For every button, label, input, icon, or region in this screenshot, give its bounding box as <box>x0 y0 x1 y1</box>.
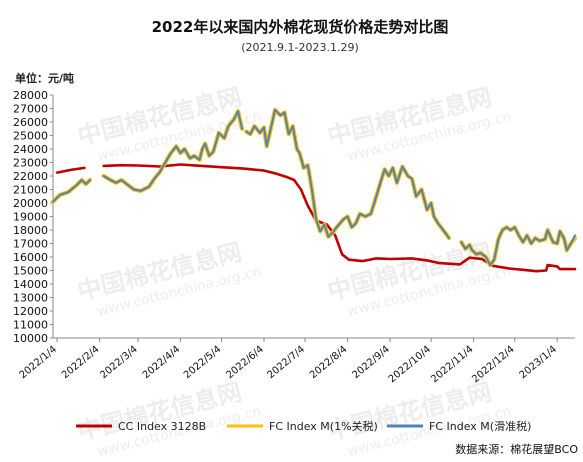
y-tick-label: 12000 <box>13 305 48 318</box>
unit-label: 单位：元/吨 <box>15 71 74 85</box>
y-tick-label: 19000 <box>13 211 48 224</box>
x-tick-label: 2022/8/4 <box>308 344 349 381</box>
x-tick-label: 2022/11/4 <box>429 344 475 385</box>
y-tick-label: 20000 <box>13 197 48 210</box>
x-tick-label: 2022/2/4 <box>60 344 101 381</box>
y-tick-label: 15000 <box>13 265 48 278</box>
legend-label-fc-index-sliding: FC Index M(滑准税) <box>429 419 531 433</box>
y-tick-label: 16000 <box>13 251 48 264</box>
y-tick-label: 10000 <box>13 332 48 345</box>
legend-label-cc-index: CC Index 3128B <box>118 420 206 433</box>
y-tick-label: 23000 <box>13 157 48 170</box>
x-tick-label: 2023/1/4 <box>518 344 559 381</box>
y-tick-label: 21000 <box>13 184 48 197</box>
x-tick-label: 2022/7/4 <box>266 344 307 381</box>
y-tick-label: 11000 <box>13 319 48 332</box>
x-tick-label: 2022/6/4 <box>224 344 265 381</box>
series-line-3-fc-index-m <box>52 108 576 267</box>
chart-title: 2022年以来国内外棉花现货价格走势对比图 <box>152 18 449 36</box>
x-tick-label: 2022/3/4 <box>98 344 139 381</box>
y-axis: 1000011000120001300014000150001600017000… <box>13 89 54 345</box>
y-tick-label: 18000 <box>13 224 48 237</box>
y-tick-label: 26000 <box>13 116 48 129</box>
source-note: 数据来源：棉花展望BCO <box>455 442 578 456</box>
y-tick-label: 25000 <box>13 130 48 143</box>
x-tick-label: 2022/5/4 <box>182 344 223 381</box>
x-tick-label: 2022/1/4 <box>18 344 59 381</box>
x-tick-label: 2022/4/4 <box>141 344 182 381</box>
y-tick-label: 14000 <box>13 278 48 291</box>
y-tick-label: 24000 <box>13 143 48 156</box>
x-tick-label: 2022/10/4 <box>387 344 433 385</box>
chart-subtitle: (2021.9.1-2023.1.29) <box>241 41 359 54</box>
x-tick-label: 2022/12/4 <box>470 344 516 385</box>
y-tick-label: 13000 <box>13 292 48 305</box>
y-tick-label: 27000 <box>13 103 48 116</box>
y-tick-label: 17000 <box>13 238 48 251</box>
legend-label-fc-index-1pct: FC Index M(1%关税) <box>269 419 378 433</box>
plot-lines <box>50 107 578 273</box>
legend: CC Index 3128B FC Index M(1%关税) FC Index… <box>76 419 531 433</box>
y-tick-label: 22000 <box>13 170 48 183</box>
series-line-1-cc-index-3128b <box>55 163 577 273</box>
x-tick-label: 2022/9/4 <box>350 344 391 381</box>
y-tick-label: 28000 <box>13 89 48 102</box>
